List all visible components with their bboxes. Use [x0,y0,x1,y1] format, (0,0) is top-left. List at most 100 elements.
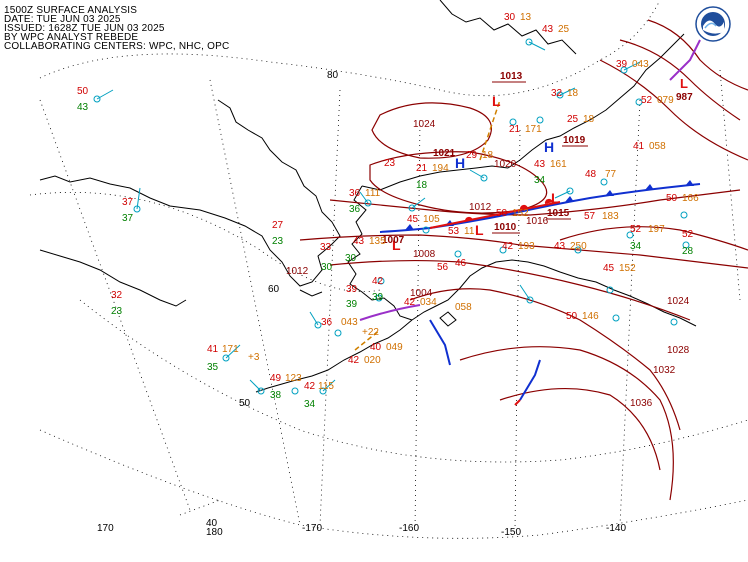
obs-temp: 41 [633,141,645,152]
obs-dew: 37 [122,213,134,224]
obs-temp: 43 [353,236,365,247]
obs-dew: 39 [346,299,358,310]
header-title: 1500Z SURFACE ANALYSIS [4,5,138,16]
header-analyst: BY WPC ANALYST REBEDE [4,32,139,43]
coastline-siberia-south [39,249,187,307]
obs-temp: 21 [416,163,428,174]
isobar-label-1012b: 1012 [469,202,492,213]
obs-pres: 183 [602,211,619,222]
obs-pres: 058 [649,141,666,152]
obs-pres: 77 [605,169,617,180]
lon-label: -150 [501,527,521,538]
high-pressure-value: 1021 [433,148,456,159]
low-pressure-symbol: L [680,76,688,91]
isobar-label-1036: 1036 [630,398,653,409]
obs-temp: 43 [534,159,546,170]
obs-temp: 52 [641,95,653,106]
low-pressure-value: 1007 [382,235,405,246]
high-pressure-symbol: H [544,139,554,155]
obs-dew: 34 [304,399,316,410]
obs-pres: 146 [582,311,599,322]
obs-dew: 23 [111,306,123,317]
obs-temp: 43 [554,241,566,252]
obs-dew: 36 [349,204,361,215]
obs-dew: 28 [682,246,694,257]
header-date: DATE: TUE JUN 03 2025 [4,14,121,25]
obs-pres: 115 [318,381,334,392]
warm-front-scallops [464,198,553,222]
low-pressure-symbol: L [475,222,484,238]
obs-temp: 43 [542,24,554,35]
obs-pres: 079 [657,95,674,106]
obs-temp: 42 [502,241,514,252]
isobar-label-1028: 1028 [667,345,690,356]
obs-pres: 193 [518,241,535,252]
obs-temp: 41 [207,344,219,355]
warm-front-main [429,201,561,229]
coastlines [39,0,697,393]
obs-temp: 33 [320,242,332,253]
obs-temp: 50 [496,208,508,219]
coastline-st-lawrence [299,289,323,297]
warm-front-gulf [514,399,521,406]
obs-dew: 35 [207,362,219,373]
obs-pres: 049 [386,342,403,353]
obs-temp: 52 [630,224,642,235]
coastline-islands [439,0,577,55]
lat-label: 40 [206,518,218,529]
obs-pres: 194 [432,163,449,174]
obs-temp: 37 [122,197,134,208]
obs-temp: 45 [603,263,615,274]
graticule [29,0,748,539]
trough-1 [354,329,381,351]
obs-temp: 36 [349,188,361,199]
obs-pres: 25 [558,24,570,35]
obs-pres: 020 [364,355,381,366]
obs-dew: 34 [630,241,642,252]
trough-2 [479,99,501,161]
obs-pres: 171 [525,124,542,135]
obs-tend: +3 [248,352,260,363]
lon-label: 180 [206,527,223,538]
coastline-alaska-west [347,185,413,321]
obs-temp: 42 [372,276,384,287]
obs-dew: 38 [270,390,282,401]
station-symbols [93,38,690,395]
occluded-front [359,304,421,321]
low-pressure-value: 1010 [494,222,517,233]
obs-pres: 13 [520,12,532,23]
obs-dew: 43 [77,102,89,113]
obs-temp: 21 [509,124,521,135]
lat-label: 60 [268,284,280,295]
obs-temp: 53 [448,226,460,237]
obs-pres: 18 [567,88,579,99]
obs-pres: 135 [369,236,386,247]
obs-temp: 57 [584,211,596,222]
coastline-alaska-south [411,259,697,327]
obs-pres: 18 [482,150,494,161]
isobar-label-1032: 1032 [653,365,676,376]
isobar-label-1004: 1004 [410,288,433,299]
isobar-label-1024: 1024 [413,119,436,130]
cold-front-gulf [519,359,541,401]
obs-pres: 152 [512,208,529,219]
isobar-label-1024b: 1024 [667,296,690,307]
obs-temp: 39 [346,284,358,295]
cold-front-south [429,319,451,366]
obs-temp: 46 [455,258,467,269]
obs-temp: 32 [111,290,123,301]
obs-pres: 058 [455,302,472,313]
obs-pres: 152 [619,263,636,274]
obs-temp: 50 [77,86,89,97]
obs-pres: 197 [648,224,665,235]
fronts [354,39,701,406]
pressure-systems: H 1021 H 1019 L 1013 L 1015 L 1010 L 100… [382,71,693,253]
isobar-label-1016: 1016 [526,216,549,227]
isobar-label-1008: 1008 [413,249,436,260]
obs-dew: 30 [345,253,357,264]
obs-dew: 23 [272,236,284,247]
obs-temp: 50 [566,311,578,322]
obs-temp: 27 [272,220,284,231]
